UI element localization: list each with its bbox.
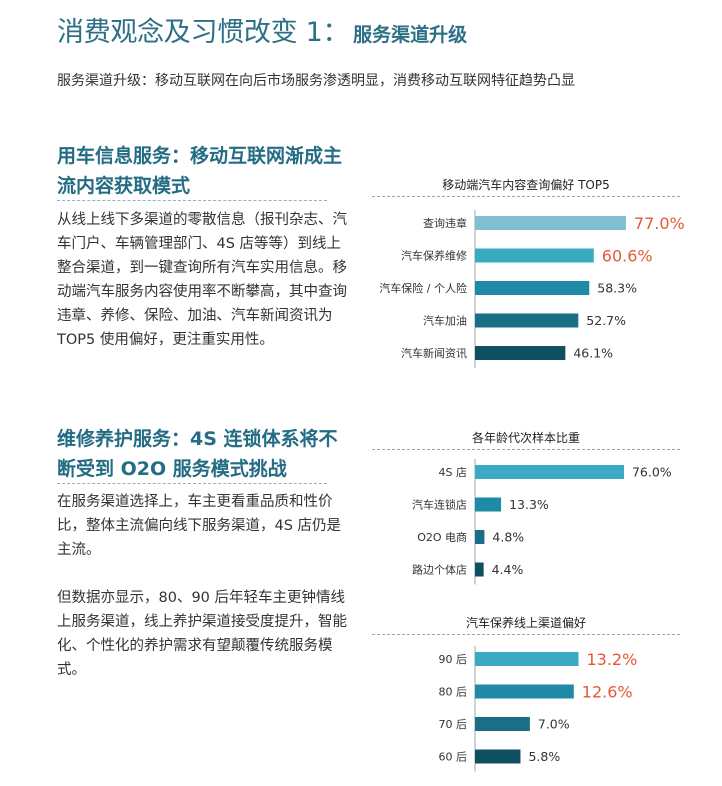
section2-paragraph1: 在服务渠道选择上，车主更看重品质和性价比，整体主流偏向线下服务渠道，4S 店仍是… [57, 494, 342, 558]
chart3-category-label: 90 后 [439, 653, 468, 666]
chart2-category-label: 汽车连锁店 [412, 498, 467, 512]
chart2-bar [475, 465, 624, 479]
chart1-value-label: 52.7% [586, 313, 626, 328]
chart2-value-label: 13.3% [509, 497, 549, 512]
section2-paragraph2: 但数据亦显示，80、90 后年轻车主更钟情线上服务渠道，线上养护渠道接受度提升，… [57, 590, 347, 678]
chart2-svg: 4S 店 76.0% 汽车连锁店 13.3% O2O 电商 4.8% 路边个体店 4.4% [412, 459, 672, 585]
chart-online-preference: 汽车保养线上渠道偏好 90 后 13.2% 80 后 12.6% 70 后 7.0% 60 … [372, 610, 680, 780]
chart1-category-label: 汽车保险 / 个人险 [379, 281, 467, 295]
chart-content-query: 移动端汽车内容查询偏好 TOP5 查询违章 77.0% 汽车保养维修 60.6% 汽车保… [372, 170, 685, 370]
chart3-title: 汽车保养线上渠道偏好 [465, 616, 586, 630]
section2-heading: 维修养护服务：4S 连锁体系将不断受到 O2O 服务模式挑战 [57, 428, 338, 480]
chart2-bar [475, 530, 485, 544]
chart1-bar [475, 281, 590, 295]
chart1-title: 移动端汽车内容查询偏好 TOP5 [442, 178, 610, 192]
chart2-bar [475, 497, 502, 512]
page-subtitle: 服务渠道升级：移动互联网在向后市场服务渗透明显，消费移动互联网特征趋势凸显 [57, 73, 575, 89]
section2-body: 在服务渠道选择上，车主更看重品质和性价比，整体主流偏向线下服务渠道，4S 店仍是… [57, 490, 353, 682]
chart1-category-label: 汽车加油 [423, 314, 467, 328]
chart2-category-label: 路边个体店 [412, 563, 467, 577]
chart1-category-label: 汽车新闻资讯 [401, 346, 467, 360]
chart1-value-label: 77.0% [634, 214, 685, 233]
chart3-bar [475, 717, 530, 731]
chart3-bar [475, 749, 521, 764]
page-title-main: 消费观念及习惯改变 1： [57, 17, 350, 48]
chart3-svg: 90 后 13.2% 80 后 12.6% 70 后 7.0% 60 后 5.8% [439, 646, 637, 772]
chart3-value-label: 5.8% [528, 749, 560, 764]
chart3-category-label: 60 后 [439, 751, 468, 764]
chart3-value-label: 13.2% [586, 650, 637, 669]
chart1-bar [475, 248, 594, 263]
page-title-topic: 服务渠道升级 [353, 24, 468, 46]
chart1-bar [475, 313, 579, 328]
chart3-value-label: 12.6% [582, 683, 633, 702]
chart2-divider [372, 449, 680, 450]
chart3-bar [475, 652, 579, 666]
chart1-value-label: 60.6% [602, 247, 653, 266]
chart3-divider [372, 634, 680, 635]
chart3-bar [475, 684, 574, 699]
page-title: 消费观念及习惯改变 1： 服务渠道升级 [57, 10, 467, 49]
chart2-category-label: 4S 店 [439, 465, 467, 479]
chart2-title: 各年龄代次样本比重 [471, 431, 580, 445]
chart3-category-label: 80 后 [439, 686, 468, 699]
chart1-svg: 查询违章 77.0% 汽车保养维修 60.6% 汽车保险 / 个人险 58.3% 汽车加油 5… [379, 210, 685, 368]
chart1-divider [372, 196, 680, 197]
chart1-category-label: 汽车保养维修 [401, 249, 467, 263]
chart2-value-label: 76.0% [632, 465, 672, 480]
chart-age-sample: 各年龄代次样本比重 4S 店 76.0% 汽车连锁店 13.3% O2O 电商 4.8% 路… [372, 425, 680, 585]
chart1-category-label: 查询违章 [423, 216, 467, 230]
chart1-bar [475, 346, 566, 360]
section1-divider [57, 200, 327, 201]
chart3-category-label: 70 后 [439, 718, 468, 731]
chart2-bar [475, 562, 484, 577]
chart1-bar [475, 216, 626, 230]
section1-heading: 用车信息服务：移动互联网渐成主流内容获取模式 [57, 145, 343, 197]
section1-body: 从线上线下多渠道的零散信息（报刊杂志、汽车门户、车辆管理部门、4S 店等等）到线… [57, 208, 353, 352]
section1-paragraph: 从线上线下多渠道的零散信息（报刊杂志、汽车门户、车辆管理部门、4S 店等等）到线… [57, 212, 347, 348]
chart1-value-label: 58.3% [597, 281, 637, 296]
chart2-category-label: O2O 电商 [417, 530, 467, 544]
chart1-value-label: 46.1% [573, 346, 613, 361]
chart2-value-label: 4.8% [492, 530, 524, 545]
chart3-value-label: 7.0% [538, 717, 570, 732]
section2-divider [57, 483, 327, 484]
chart2-value-label: 4.4% [492, 562, 524, 577]
